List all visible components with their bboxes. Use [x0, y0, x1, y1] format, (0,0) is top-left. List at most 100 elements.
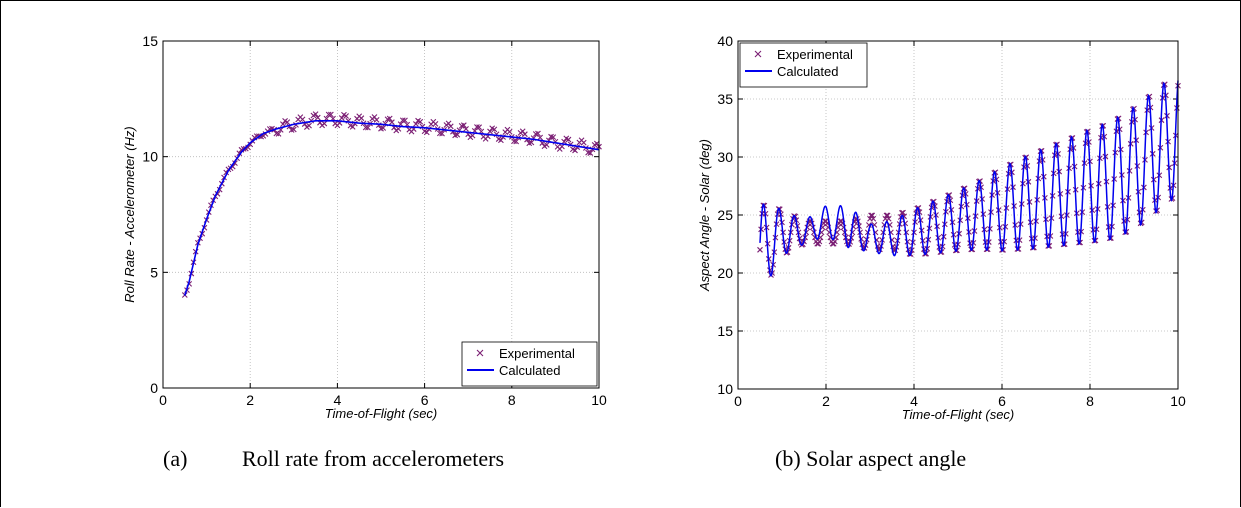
y-tick-label: 10 [717, 381, 733, 397]
data-point-experimental [365, 124, 371, 131]
y-tick-label: 30 [717, 149, 733, 165]
data-point-experimental [423, 129, 430, 136]
plot-frame [162, 40, 600, 389]
data-point-experimental [373, 116, 380, 123]
y-tick-label: 40 [717, 33, 733, 49]
legend-label: Experimental [499, 346, 575, 361]
plot-area [163, 41, 599, 388]
data-point-experimental [498, 137, 504, 144]
data-point-experimental [476, 124, 482, 131]
x-tick-label: 10 [591, 392, 607, 408]
data-point-experimental [402, 117, 408, 124]
data-point-experimental [349, 123, 356, 130]
legend-marker-experimental [476, 349, 484, 357]
data-point-experimental [543, 141, 550, 148]
data-point-experimental [868, 212, 874, 219]
y-axis-label: Roll Rate - Accelerometer (Hz) [122, 126, 137, 303]
data-point-experimental [432, 120, 439, 127]
x-tick-label: 0 [734, 393, 742, 409]
x-tick-label: 10 [1170, 393, 1186, 409]
y-axis-label: Aspect Angle - Solar (deg) [697, 139, 712, 292]
y-tick-label: 5 [150, 264, 158, 280]
data-point-experimental [439, 130, 445, 137]
y-tick-label: 35 [717, 91, 733, 107]
data-point-experimental [380, 125, 387, 131]
x-tick-label: 8 [1086, 393, 1094, 409]
data-point-experimental [306, 122, 312, 129]
data-point-experimental [460, 122, 467, 129]
data-point-experimental [290, 126, 297, 133]
data-point-experimental [535, 130, 541, 137]
data-point-experimental [565, 136, 572, 143]
data-point-experimental [314, 114, 321, 121]
caption-a-label: (a) [163, 446, 187, 471]
y-tick-label: 15 [142, 33, 158, 49]
y-tick-label: 0 [150, 380, 158, 396]
x-tick-label: 4 [334, 392, 342, 408]
data-point-experimental [275, 131, 282, 137]
chart-solar-aspect: 0 2 4 6 8 10 10 15 20 25 30 35 40 Time-of-Flight (sec… [697, 33, 1186, 422]
data-point-experimental [399, 117, 406, 124]
data-point-experimental [506, 128, 513, 135]
caption-a-text: Roll rate from accelerometers [242, 446, 504, 471]
x-tick-label: 6 [421, 392, 429, 408]
data-point-experimental [474, 124, 480, 130]
x-tick-label: 8 [508, 392, 516, 408]
data-point-experimental [386, 115, 393, 122]
data-point-experimental [901, 213, 907, 220]
legend-label: Experimental [777, 47, 853, 62]
chart-roll-rate: 0 2 4 6 8 10 0 5 10 15 Time-of-Flight (sec) Roll Ra… [122, 33, 607, 421]
x-tick-label: 6 [998, 393, 1006, 409]
y-tick-label: 10 [142, 149, 158, 165]
data-point-experimental [454, 131, 461, 138]
legend-label: Calculated [499, 363, 560, 378]
data-point-experimental [816, 238, 823, 245]
data-point-experimental [417, 118, 424, 125]
data-point-experimental [229, 163, 236, 170]
series-line-calculated [184, 120, 600, 296]
data-point-experimental [395, 125, 402, 132]
data-point-experimental [884, 212, 891, 219]
data-point-experimental [412, 121, 419, 127]
data-point-experimental [899, 210, 905, 216]
data-point-experimental [299, 116, 306, 123]
data-point-experimental [469, 132, 476, 139]
y-tick-label: 15 [717, 323, 733, 339]
data-point-experimental [321, 120, 328, 127]
data-point-experimental [312, 111, 319, 117]
x-tick-label: 4 [910, 393, 918, 409]
data-point-experimental [284, 119, 291, 126]
data-point-experimental [247, 141, 254, 148]
series-line-calculated [759, 80, 1179, 277]
y-tick-label: 20 [717, 265, 733, 281]
legend-label: Calculated [777, 64, 838, 79]
data-point-experimental [869, 212, 876, 219]
x-tick-label: 0 [159, 392, 167, 408]
data-point-experimental [513, 138, 520, 145]
data-point-experimental [528, 139, 535, 146]
data-point-experimental [587, 150, 594, 156]
x-axis-label: Time-of-Flight (sec) [325, 406, 438, 421]
data-point-experimental [883, 212, 890, 219]
data-point-experimental [325, 111, 332, 118]
data-point-experimental [447, 123, 454, 130]
data-point-experimental [572, 147, 578, 154]
legend-box [739, 42, 868, 88]
data-point-experimental [358, 115, 365, 122]
x-tick-label: 2 [246, 392, 254, 408]
data-point-experimental [593, 140, 600, 147]
caption-b-text: (b) Solar aspect angle [775, 446, 966, 471]
plot-frame [737, 40, 1179, 390]
data-point-experimental [521, 131, 528, 138]
data-point-experimental [487, 128, 493, 135]
data-point-experimental [580, 139, 587, 146]
data-point-experimental [389, 119, 395, 126]
y-tick-label: 25 [717, 207, 733, 223]
data-point-experimental [870, 215, 877, 222]
data-point-experimental [343, 113, 350, 119]
data-point-experimental [491, 126, 498, 133]
data-point-experimental [757, 246, 763, 253]
data-point-experimental [327, 111, 334, 118]
data-point-experimental [338, 115, 345, 121]
